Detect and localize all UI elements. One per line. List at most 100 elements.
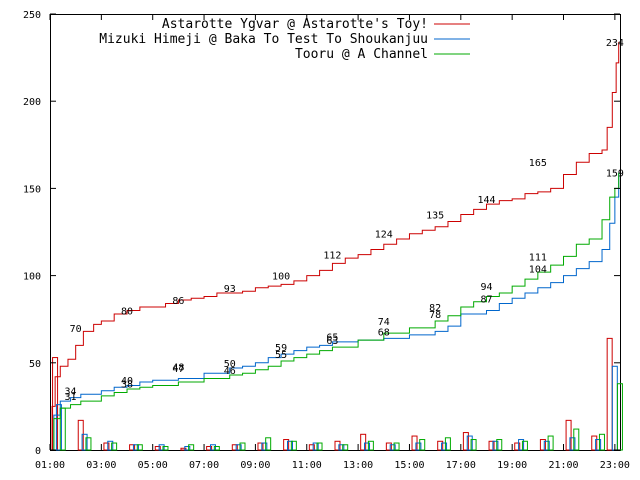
hourly-bar (111, 442, 118, 451)
hourly-bar (136, 444, 143, 451)
y-tick-label: 50 (29, 359, 41, 370)
legend: Astarotte Ygvar @ Astarotte's Toy!Mizuki… (99, 17, 470, 62)
data-label: 40 (121, 376, 133, 387)
data-label: 86 (172, 296, 184, 307)
hourly-bar (162, 446, 169, 451)
hourly-bar (188, 444, 195, 451)
data-label: 144 (477, 195, 495, 206)
hourly-bar (444, 437, 451, 451)
data-label: 31 (65, 392, 77, 403)
hourly-bar (488, 440, 495, 451)
hourly-bar (316, 442, 323, 451)
hourly-bar (470, 439, 477, 451)
hourly-bar (573, 428, 580, 451)
data-label: 112 (323, 251, 341, 262)
hourly-bar (154, 446, 161, 451)
x-tick-label: 13:00 (343, 460, 373, 471)
x-tick-label: 03:00 (86, 460, 116, 471)
hourly-bar (569, 437, 576, 451)
hourly-bar (547, 435, 554, 451)
data-label: 165 (529, 158, 547, 169)
hourly-bar (496, 439, 503, 451)
series-line (50, 41, 620, 451)
x-tick-label: 21:00 (548, 460, 578, 471)
hourly-bar (206, 446, 213, 451)
series-line (50, 172, 620, 451)
hourly-bar (539, 439, 546, 451)
legend-label: Tooru @ A Channel (295, 47, 428, 62)
hourly-bar (312, 442, 319, 451)
hourly-bar (132, 444, 139, 451)
data-label: 50 (224, 359, 236, 370)
data-label: 111 (529, 252, 547, 263)
hourly-bar (290, 440, 297, 451)
hourly-bar (514, 442, 521, 451)
data-label: 87 (480, 294, 492, 305)
hourly-bar (611, 365, 618, 451)
data-label: 38 (121, 380, 133, 391)
x-tick-label: 19:00 (497, 460, 527, 471)
y-tick-label: 250 (23, 10, 41, 21)
hourly-bar (385, 442, 392, 451)
data-label: 65 (326, 333, 338, 344)
hourly-bar (616, 383, 623, 451)
hourly-bar (393, 442, 400, 451)
data-label: 93 (224, 284, 236, 295)
y-tick-label: 100 (23, 272, 41, 283)
hourly-bar (184, 446, 191, 451)
data-label: 234 (606, 38, 624, 49)
y-tick-label: 150 (23, 184, 41, 195)
data-label: 34 (65, 387, 77, 398)
hourly-bar (543, 440, 550, 451)
data-label: 124 (375, 230, 393, 241)
hourly-bar (591, 435, 598, 451)
hourly-bar (231, 444, 238, 451)
hourly-bar (521, 440, 528, 451)
plot-area (50, 14, 621, 451)
hourly-bar (595, 439, 602, 451)
axes: 01:00 03:00 05:00 07:00 09:00 11:00 13:00 15:00… (23, 10, 630, 471)
data-label: 82 (429, 303, 441, 314)
hourly-bar (364, 442, 371, 451)
hourly-bar (209, 444, 216, 451)
hourly-bar (360, 433, 367, 451)
hourly-bar (283, 439, 290, 451)
hourly-bar (265, 437, 272, 451)
y-tick-label: 200 (23, 97, 41, 108)
data-label: 47 (172, 364, 184, 375)
hourly-bar (239, 442, 246, 451)
legend-label: Mizuki Himeji @ Baka To Test To Shoukanj… (99, 32, 428, 47)
hourly-bar (466, 435, 473, 451)
x-tick-label: 09:00 (240, 460, 270, 471)
hourly-bar (257, 442, 264, 451)
data-label: 55 (275, 350, 287, 361)
data-labels: 70 80 86 93 100 112 124 135 144 165 234 31 40 47 50 59 6… (65, 38, 624, 403)
data-label: 80 (121, 306, 133, 317)
hourly-bar (518, 439, 525, 451)
hourly-bar (107, 440, 114, 451)
hourly-bar (235, 444, 242, 451)
y-tick-label: 0 (35, 446, 41, 457)
hourly-bar (338, 444, 345, 451)
data-label: 100 (272, 272, 290, 283)
hourly-bar (492, 440, 499, 451)
series-line (50, 172, 620, 451)
hourly-bar (419, 439, 426, 451)
hourly-bar (342, 444, 349, 451)
hourly-bar (565, 419, 572, 451)
x-tick-label: 11:00 (292, 460, 322, 471)
x-tick-label: 15:00 (394, 460, 424, 471)
hourly-bar (462, 432, 469, 451)
hourly-bar (129, 444, 136, 451)
x-tick-label: 05:00 (138, 460, 168, 471)
hourly-bar (287, 440, 293, 451)
x-tick-label: 07:00 (189, 460, 219, 471)
x-tick-label: 23:00 (600, 460, 630, 471)
hourly-bars (52, 337, 623, 451)
hourly-bar (158, 444, 165, 451)
data-label: 48 (172, 362, 184, 373)
hourly-bar (261, 442, 268, 451)
hourly-bar (437, 440, 444, 451)
hourly-bar (180, 447, 187, 451)
hourly-bar (77, 419, 84, 451)
